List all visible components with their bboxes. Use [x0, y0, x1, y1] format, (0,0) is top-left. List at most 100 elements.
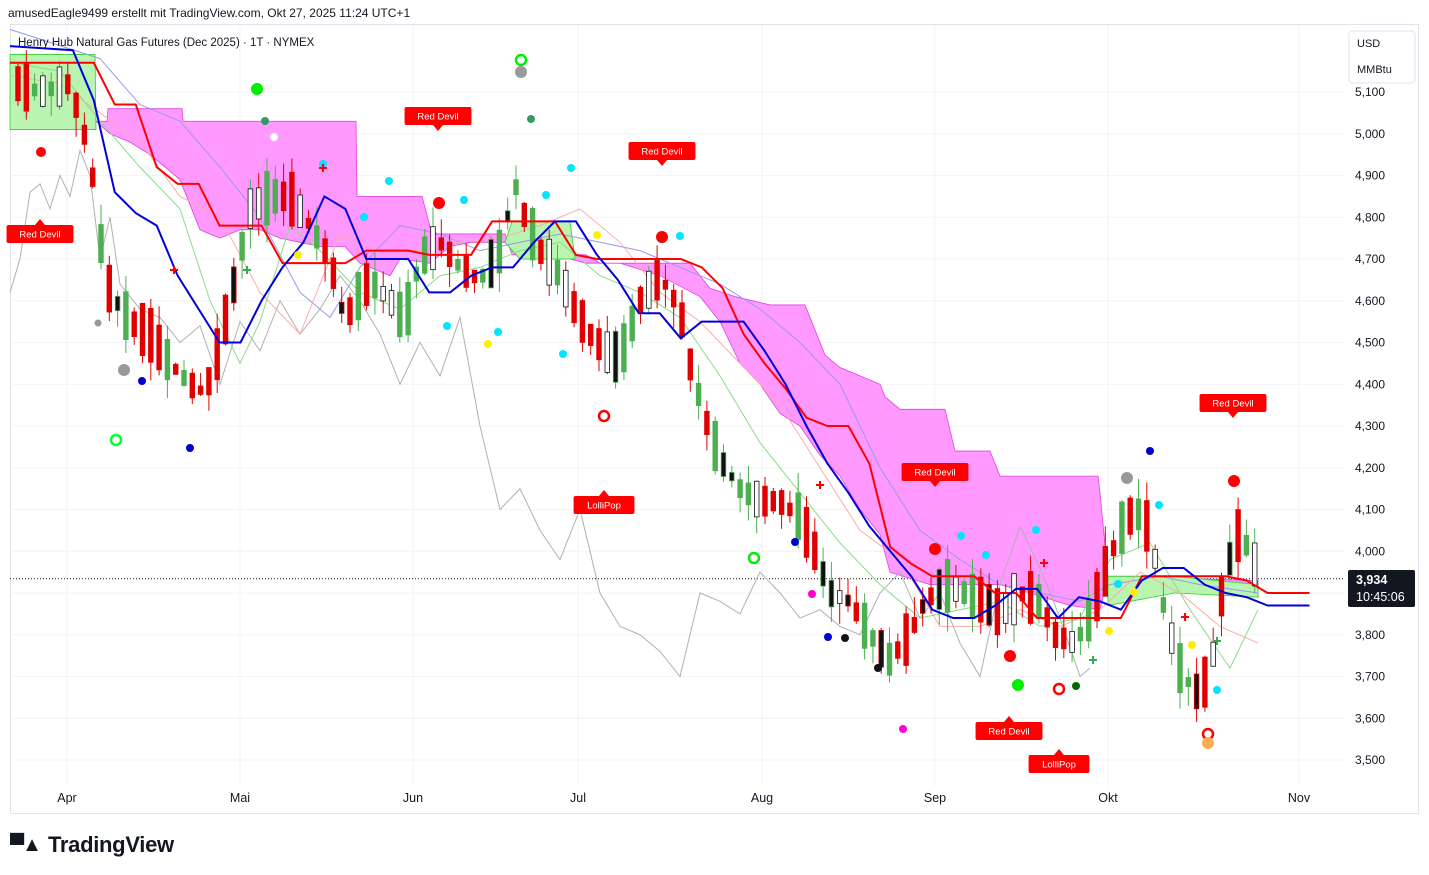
candle-body	[563, 269, 569, 308]
candle-body	[861, 602, 868, 649]
candle	[803, 496, 810, 563]
signal-marker	[1202, 737, 1214, 749]
signal-badge: Red Devil	[975, 716, 1043, 740]
candle-body	[1061, 627, 1067, 650]
candle-body	[853, 602, 859, 622]
signal-marker	[1121, 472, 1133, 484]
signal-marker	[460, 196, 468, 204]
candle-body	[687, 348, 693, 381]
candle-body	[380, 286, 386, 302]
candle-body	[646, 270, 652, 309]
signal-marker	[385, 177, 393, 185]
candle-body	[123, 291, 129, 340]
candle-body	[828, 579, 835, 608]
signal-marker	[433, 197, 445, 209]
candle	[554, 244, 561, 295]
badge-label: Red Devil	[417, 112, 458, 123]
currency-box[interactable]: USD MMBtu	[1348, 30, 1416, 84]
currency-label: USD	[1357, 38, 1380, 50]
candle-body	[803, 506, 810, 558]
candle	[521, 202, 527, 232]
candle	[604, 315, 610, 375]
candle	[870, 627, 876, 664]
signal-marker	[1032, 526, 1040, 534]
signal-marker	[484, 340, 492, 348]
candle-body	[737, 479, 743, 499]
badge-label: Red Devil	[641, 147, 682, 158]
candle-body	[1235, 509, 1241, 563]
candle-body	[1243, 534, 1250, 556]
candle	[1135, 478, 1142, 549]
candle-body	[98, 224, 104, 263]
candle	[770, 487, 776, 514]
signal-marker	[747, 551, 761, 565]
y-tick-label: 3,600	[1355, 711, 1385, 725]
candle	[679, 290, 685, 340]
candle-body	[488, 239, 494, 289]
candle	[181, 360, 187, 387]
badge-pointer	[1228, 412, 1238, 418]
badge-pointer	[930, 481, 940, 487]
signal-marker	[1072, 682, 1080, 690]
candle	[31, 73, 38, 101]
candle-body	[1094, 571, 1100, 622]
candle	[463, 243, 469, 292]
signal-marker	[1188, 641, 1196, 649]
candle	[1177, 626, 1183, 709]
candle-body	[845, 594, 851, 607]
badge-pointer	[1004, 716, 1014, 722]
bar-countdown: 10:45:06	[1356, 590, 1405, 604]
plus-marker	[1040, 559, 1048, 567]
candle-body	[953, 576, 959, 602]
candle	[81, 112, 88, 153]
kijun-line	[10, 61, 1310, 620]
candle	[671, 284, 677, 328]
candle-body	[496, 229, 503, 274]
candle-body	[1185, 677, 1191, 687]
signal-marker	[542, 191, 550, 199]
candle	[787, 490, 793, 523]
candle-body	[1202, 656, 1208, 708]
candle-body	[338, 301, 345, 314]
candle	[139, 302, 146, 364]
candle-body	[172, 363, 179, 375]
candle	[222, 293, 229, 346]
chart-title: Henry Hub Natural Gas Futures (Dec 2025)…	[18, 37, 315, 49]
candle-body	[596, 328, 602, 361]
signal-badge: LolliPop	[1028, 749, 1090, 773]
candle	[588, 323, 594, 356]
candle-body	[73, 92, 79, 118]
credit-line: amusedEagle9499 erstellt mit TradingView…	[8, 6, 411, 20]
signal-marker	[251, 83, 263, 95]
candle-body	[1218, 576, 1225, 617]
candle-body	[397, 291, 403, 338]
candle	[1119, 500, 1125, 567]
candle	[206, 367, 212, 411]
candle	[903, 606, 909, 674]
candle	[65, 63, 71, 101]
candle	[15, 64, 21, 106]
candle-body	[1193, 673, 1200, 710]
candle	[106, 255, 112, 322]
tv-logo-icon: ▀▲	[10, 833, 42, 856]
candle-body	[920, 599, 926, 614]
candle-body	[106, 264, 112, 313]
candle-body	[1102, 545, 1108, 597]
candle-body	[820, 561, 826, 587]
candle	[1110, 530, 1117, 570]
candle-body	[895, 641, 901, 659]
x-tick-label: Okt	[1098, 791, 1118, 805]
candle-body	[23, 62, 29, 112]
candle-body	[1227, 541, 1233, 576]
signal-marker	[494, 328, 502, 336]
badge-box	[1028, 755, 1090, 773]
tradingview-logo[interactable]: ▀▲ TradingView	[10, 832, 174, 858]
candle-body	[347, 297, 353, 326]
candle-body	[878, 629, 884, 668]
signal-marker	[559, 350, 567, 358]
badge-box	[975, 722, 1043, 740]
signal-marker	[109, 433, 123, 447]
plus-marker	[1089, 656, 1097, 664]
candle	[1027, 555, 1034, 626]
